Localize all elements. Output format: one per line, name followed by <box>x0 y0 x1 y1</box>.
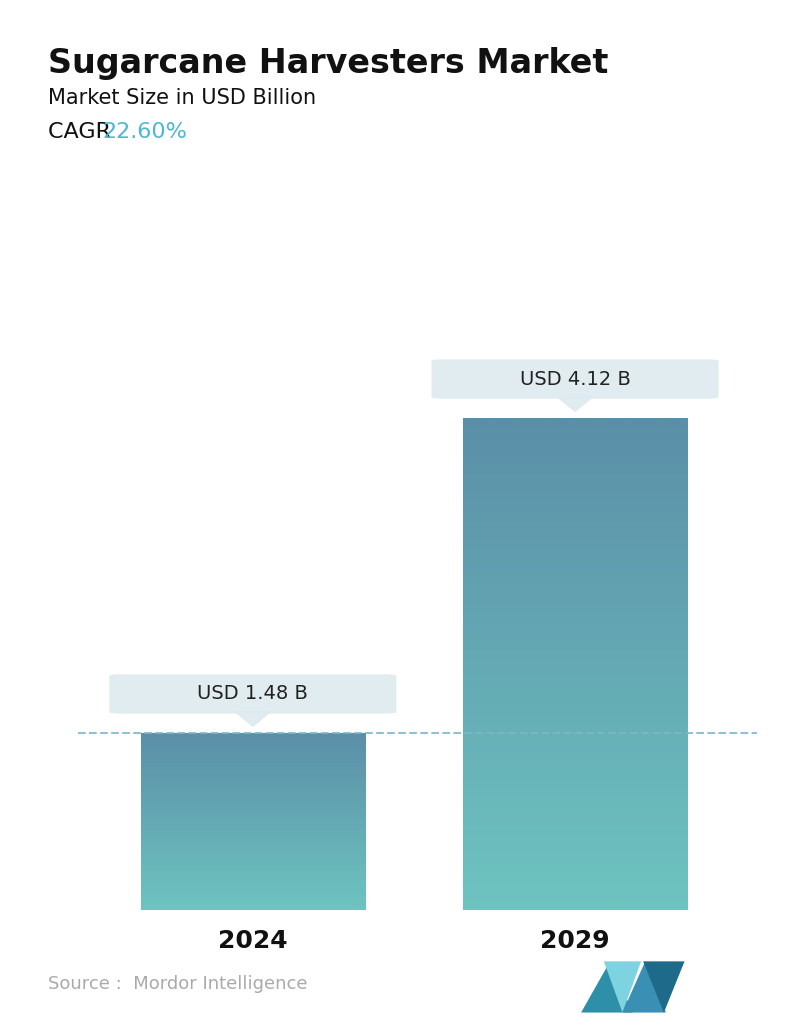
Text: Market Size in USD Billion: Market Size in USD Billion <box>48 88 316 108</box>
Polygon shape <box>643 962 685 1012</box>
Polygon shape <box>622 962 666 1012</box>
Polygon shape <box>581 962 633 1012</box>
FancyBboxPatch shape <box>431 360 719 399</box>
Text: Source :  Mordor Intelligence: Source : Mordor Intelligence <box>48 975 307 993</box>
Polygon shape <box>557 397 592 412</box>
FancyBboxPatch shape <box>109 674 396 713</box>
Text: 22.60%: 22.60% <box>102 122 187 142</box>
Polygon shape <box>604 962 641 1012</box>
Polygon shape <box>236 711 271 726</box>
Text: USD 4.12 B: USD 4.12 B <box>520 369 630 389</box>
Text: USD 1.48 B: USD 1.48 B <box>197 685 308 703</box>
Text: Sugarcane Harvesters Market: Sugarcane Harvesters Market <box>48 47 608 80</box>
Text: CAGR: CAGR <box>48 122 118 142</box>
